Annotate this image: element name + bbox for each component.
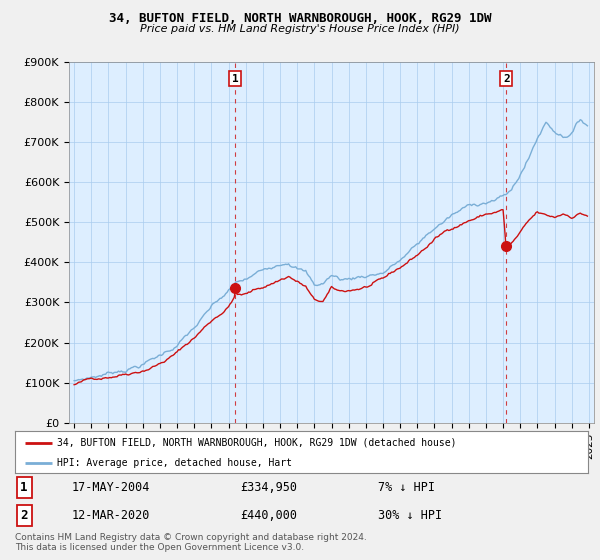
Text: 2: 2 [20,509,28,522]
Text: 34, BUFTON FIELD, NORTH WARNBOROUGH, HOOK, RG29 1DW (detached house): 34, BUFTON FIELD, NORTH WARNBOROUGH, HOO… [57,438,457,448]
Text: 1: 1 [232,73,238,83]
Text: This data is licensed under the Open Government Licence v3.0.: This data is licensed under the Open Gov… [15,543,304,552]
Text: 12-MAR-2020: 12-MAR-2020 [72,509,151,522]
Text: 1: 1 [20,481,28,494]
Text: HPI: Average price, detached house, Hart: HPI: Average price, detached house, Hart [57,458,292,468]
Text: Contains HM Land Registry data © Crown copyright and database right 2024.: Contains HM Land Registry data © Crown c… [15,533,367,542]
Text: 7% ↓ HPI: 7% ↓ HPI [378,481,435,494]
Text: 17-MAY-2004: 17-MAY-2004 [72,481,151,494]
Text: 30% ↓ HPI: 30% ↓ HPI [378,509,442,522]
Text: £334,950: £334,950 [240,481,297,494]
Text: 34, BUFTON FIELD, NORTH WARNBOROUGH, HOOK, RG29 1DW: 34, BUFTON FIELD, NORTH WARNBOROUGH, HOO… [109,12,491,25]
Text: Price paid vs. HM Land Registry's House Price Index (HPI): Price paid vs. HM Land Registry's House … [140,24,460,34]
Text: 2: 2 [503,73,510,83]
Text: £440,000: £440,000 [240,509,297,522]
